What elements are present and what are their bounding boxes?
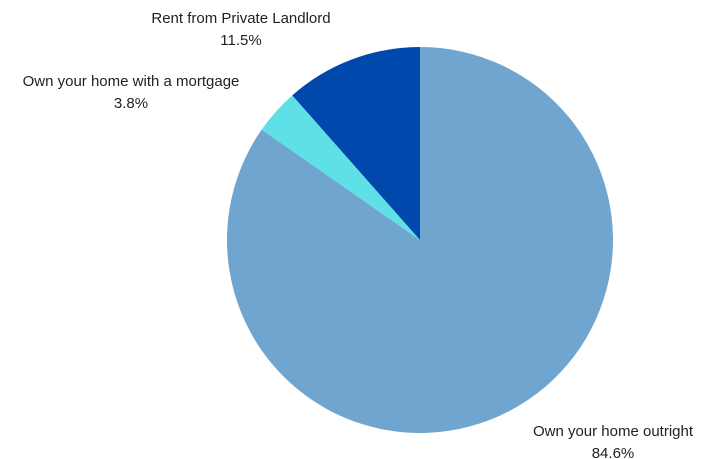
slice-label: Own your home with a mortgage [23,73,240,90]
pie-slices [226,46,613,433]
slice-value-label: 3.8% [114,95,148,112]
slice-value-label: 11.5% [220,32,261,49]
slice-label: Own your home outright [533,423,694,440]
pie-labels: Own your home outright 84.6% Own your home… [23,10,694,459]
pie-slice [292,46,420,240]
pie-slice [226,47,613,433]
slice-value-label: 84.6% [592,445,635,459]
pie-slice [261,95,420,240]
slice-label: Rent from Private Landlord [151,10,330,27]
